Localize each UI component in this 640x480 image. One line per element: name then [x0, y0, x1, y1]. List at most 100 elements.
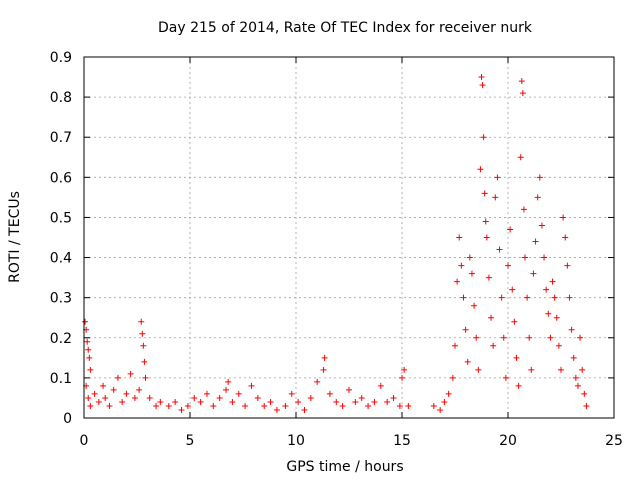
data-point [498, 294, 505, 301]
data-point [102, 394, 109, 401]
data-point [320, 366, 327, 373]
data-point [471, 302, 478, 309]
data-point [473, 334, 480, 341]
y-tick-label: 0.8 [50, 90, 72, 106]
x-tick-label: 0 [80, 433, 89, 449]
data-point [513, 354, 520, 361]
data-point [566, 294, 573, 301]
data-point [384, 398, 391, 405]
data-point [314, 378, 321, 385]
data-point [254, 394, 261, 401]
x-tick-label: 25 [605, 433, 623, 449]
y-tick-label: 0.1 [50, 371, 72, 387]
data-point [536, 174, 543, 181]
data-point [390, 394, 397, 401]
data-point [352, 398, 359, 405]
data-point [273, 406, 280, 413]
data-point [553, 314, 560, 321]
data-point [549, 278, 556, 285]
data-point [84, 338, 91, 345]
data-point [210, 402, 217, 409]
data-point [452, 342, 458, 349]
y-tick-label: 0.7 [50, 130, 72, 146]
data-point [521, 254, 528, 261]
data-point [445, 390, 452, 397]
data-point [267, 398, 274, 405]
data-point [574, 382, 581, 389]
data-point [543, 286, 550, 293]
x-tick-label: 10 [287, 433, 305, 449]
data-point [555, 342, 562, 349]
data-point [494, 174, 501, 181]
data-point [191, 394, 198, 401]
data-point [119, 398, 126, 405]
data-point [496, 246, 503, 253]
data-point [142, 374, 149, 381]
data-point [541, 254, 548, 261]
data-point [468, 270, 475, 277]
data-point [229, 398, 236, 405]
data-point [197, 398, 204, 405]
data-point [482, 218, 489, 225]
data-point [545, 310, 552, 317]
data-point [127, 370, 134, 377]
data-point [87, 402, 94, 409]
data-point [223, 386, 230, 393]
plot-frame [83, 56, 615, 419]
data-point [538, 222, 545, 229]
data-point [526, 334, 533, 341]
data-point [568, 326, 575, 333]
data-point [579, 366, 586, 373]
x-axis-label: GPS time / hours [286, 459, 403, 475]
data-point [500, 334, 507, 341]
data-point [140, 342, 147, 349]
data-point [502, 374, 509, 381]
data-point [85, 346, 92, 353]
y-tick-label: 0 [63, 411, 72, 427]
x-tick-label: 20 [499, 433, 517, 449]
data-point [321, 354, 328, 361]
data-point [458, 262, 465, 269]
data-point [532, 238, 539, 245]
data-point [295, 398, 302, 405]
data-point [307, 394, 314, 401]
data-point [235, 390, 242, 397]
data-point [481, 190, 488, 197]
data-point [301, 406, 308, 413]
data-point [405, 402, 412, 409]
data-point [517, 154, 524, 161]
y-tick-label: 0.4 [50, 251, 72, 267]
data-point [216, 394, 223, 401]
data-point [153, 402, 160, 409]
data-point [449, 374, 456, 381]
data-point [346, 386, 352, 393]
data-point [570, 354, 577, 361]
data-point [577, 334, 584, 341]
data-point [547, 334, 554, 341]
data-point [488, 314, 495, 321]
data-point [110, 386, 117, 393]
data-point [583, 402, 590, 409]
data-point [466, 254, 473, 261]
data-point [242, 402, 249, 409]
axis-ticks: 0 5 10 15 20 25 0 0.1 0.2 0.3 0.4 0.5 0.6 0.7 0.8 0.9 [50, 50, 623, 449]
data-point [377, 382, 384, 389]
data-point [519, 90, 526, 97]
data-point [480, 134, 487, 141]
data-point [572, 374, 579, 381]
data-point [136, 386, 143, 393]
data-point [460, 294, 467, 301]
data-point [520, 206, 527, 213]
data-point [339, 402, 346, 409]
data-point [475, 366, 482, 373]
data-point [114, 374, 121, 381]
grid-lines [84, 57, 614, 418]
data-point [138, 318, 145, 325]
data-point [248, 382, 255, 389]
data-point [172, 398, 179, 405]
data-point [87, 366, 94, 373]
data-point [401, 366, 408, 373]
y-axis-label: ROTI / TECUs [7, 191, 23, 283]
data-point [82, 318, 89, 325]
